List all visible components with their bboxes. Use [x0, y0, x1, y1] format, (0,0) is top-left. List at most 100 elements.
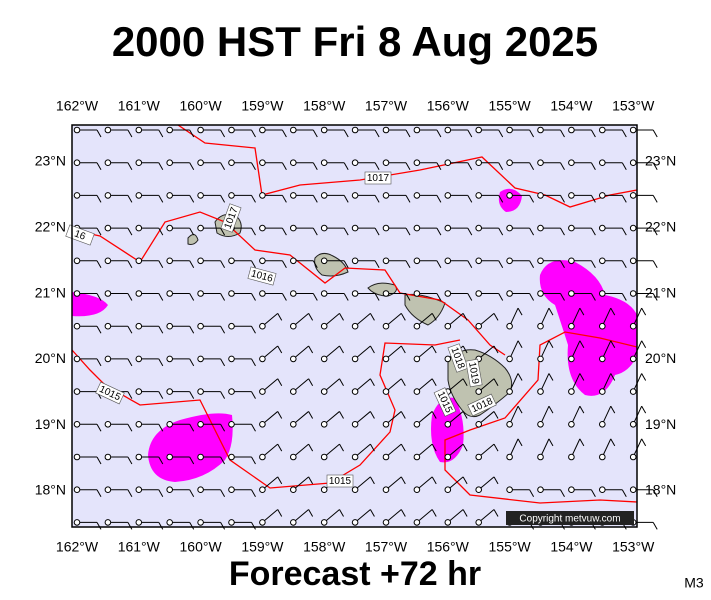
barb-flag — [281, 162, 287, 170]
barb-station — [259, 519, 266, 526]
barb-flag — [493, 345, 499, 354]
barb-shaft — [385, 312, 402, 327]
barb-flag — [220, 325, 226, 334]
barb-station — [197, 192, 204, 199]
isobar-label-box — [433, 387, 457, 417]
map-title: 2000 HST Fri 8 Aug 2025 — [112, 18, 598, 65]
barb-flag — [220, 424, 226, 432]
barb-flag — [493, 313, 499, 321]
barb-station — [537, 322, 544, 330]
barb-shaft — [416, 378, 433, 392]
barb-flag — [96, 358, 102, 367]
barb-flag — [251, 456, 256, 465]
barb-flag — [467, 260, 473, 269]
barb-station — [413, 453, 421, 461]
barb-shaft — [292, 378, 309, 392]
barb-station — [320, 290, 328, 297]
barb-flag — [641, 340, 647, 349]
latitude-label: 20°N — [35, 350, 66, 366]
barb-station — [228, 453, 235, 461]
barb-station — [320, 192, 328, 199]
barb-flag — [621, 162, 627, 170]
barb-flag — [431, 313, 437, 321]
barb-shaft — [478, 443, 495, 458]
barb-station — [135, 355, 143, 363]
barb-flag — [467, 227, 473, 236]
barb-flag — [158, 489, 164, 497]
barb-flag — [590, 260, 596, 269]
barb-flag — [251, 522, 256, 530]
barb-flag — [281, 293, 287, 301]
barb-station — [104, 355, 112, 363]
barb-flag — [127, 424, 133, 432]
isobar-label: 1015 — [326, 474, 354, 488]
barb-shaft — [262, 509, 279, 523]
barb-flag — [641, 405, 647, 414]
barb-station — [73, 421, 81, 428]
longitude-label: 156°W — [427, 98, 470, 114]
barb-flag — [560, 293, 565, 301]
isobar-label-box — [364, 171, 392, 185]
barb-flag — [339, 345, 344, 354]
longitude-label: 159°W — [241, 98, 284, 114]
barb-station — [629, 159, 637, 166]
barb-flag — [431, 443, 437, 452]
barb-station — [259, 486, 266, 494]
barb-shaft — [323, 509, 340, 523]
barb-flag — [517, 405, 523, 414]
barb-station — [351, 322, 359, 330]
barb-flag — [436, 162, 442, 170]
isobar-label-box — [247, 266, 277, 286]
barb-flag — [590, 162, 596, 170]
barb-station — [506, 290, 513, 297]
barb-shaft — [447, 509, 464, 523]
barb-flag — [189, 489, 195, 497]
longitude-label: 156°W — [427, 539, 470, 555]
barb-flag — [96, 325, 102, 334]
barb-station — [444, 290, 452, 297]
barb-flag — [590, 195, 596, 203]
barb-station — [475, 126, 483, 134]
barb-shaft — [570, 373, 581, 392]
barb-flag — [610, 373, 616, 381]
barb-flag — [652, 129, 658, 138]
barb-flag — [220, 522, 226, 530]
barb-flag — [590, 129, 596, 138]
barb-station — [166, 388, 173, 395]
isobar-label-text: 16 — [73, 229, 88, 243]
barb-flag — [220, 227, 226, 236]
barb-station — [351, 257, 359, 265]
barb-station — [382, 453, 390, 461]
barb-flag — [189, 227, 195, 236]
barb-station — [629, 257, 637, 265]
isobar-label: 1016 — [247, 266, 277, 286]
barb-shaft — [292, 345, 309, 360]
barb-station — [320, 159, 328, 166]
barb-shaft — [478, 378, 495, 392]
barb-flag — [220, 391, 226, 399]
barb-station — [351, 519, 359, 526]
barb-shaft — [354, 312, 371, 327]
barb-flag — [189, 325, 195, 334]
barb-station — [475, 224, 483, 232]
barb-flag — [579, 373, 585, 381]
barb-flag — [127, 489, 133, 497]
barb-station — [599, 192, 606, 199]
latitude-label: 22°N — [35, 219, 66, 235]
barb-flag — [308, 313, 314, 321]
barb-station — [197, 421, 204, 428]
isobar-label-text: 1017 — [367, 173, 390, 184]
barb-shaft — [416, 476, 433, 491]
barb-flag — [277, 411, 283, 419]
barb-flag — [493, 509, 499, 517]
barb-flag — [281, 227, 287, 236]
barb-flag — [96, 489, 102, 497]
barb-shaft — [323, 411, 340, 425]
barb-station — [537, 421, 544, 428]
barb-flag — [189, 522, 195, 530]
barb-flag — [462, 443, 468, 452]
longitude-label: 162°W — [56, 539, 99, 555]
barb-station — [259, 322, 266, 330]
barb-station — [568, 388, 575, 395]
barb-flag — [590, 489, 596, 497]
